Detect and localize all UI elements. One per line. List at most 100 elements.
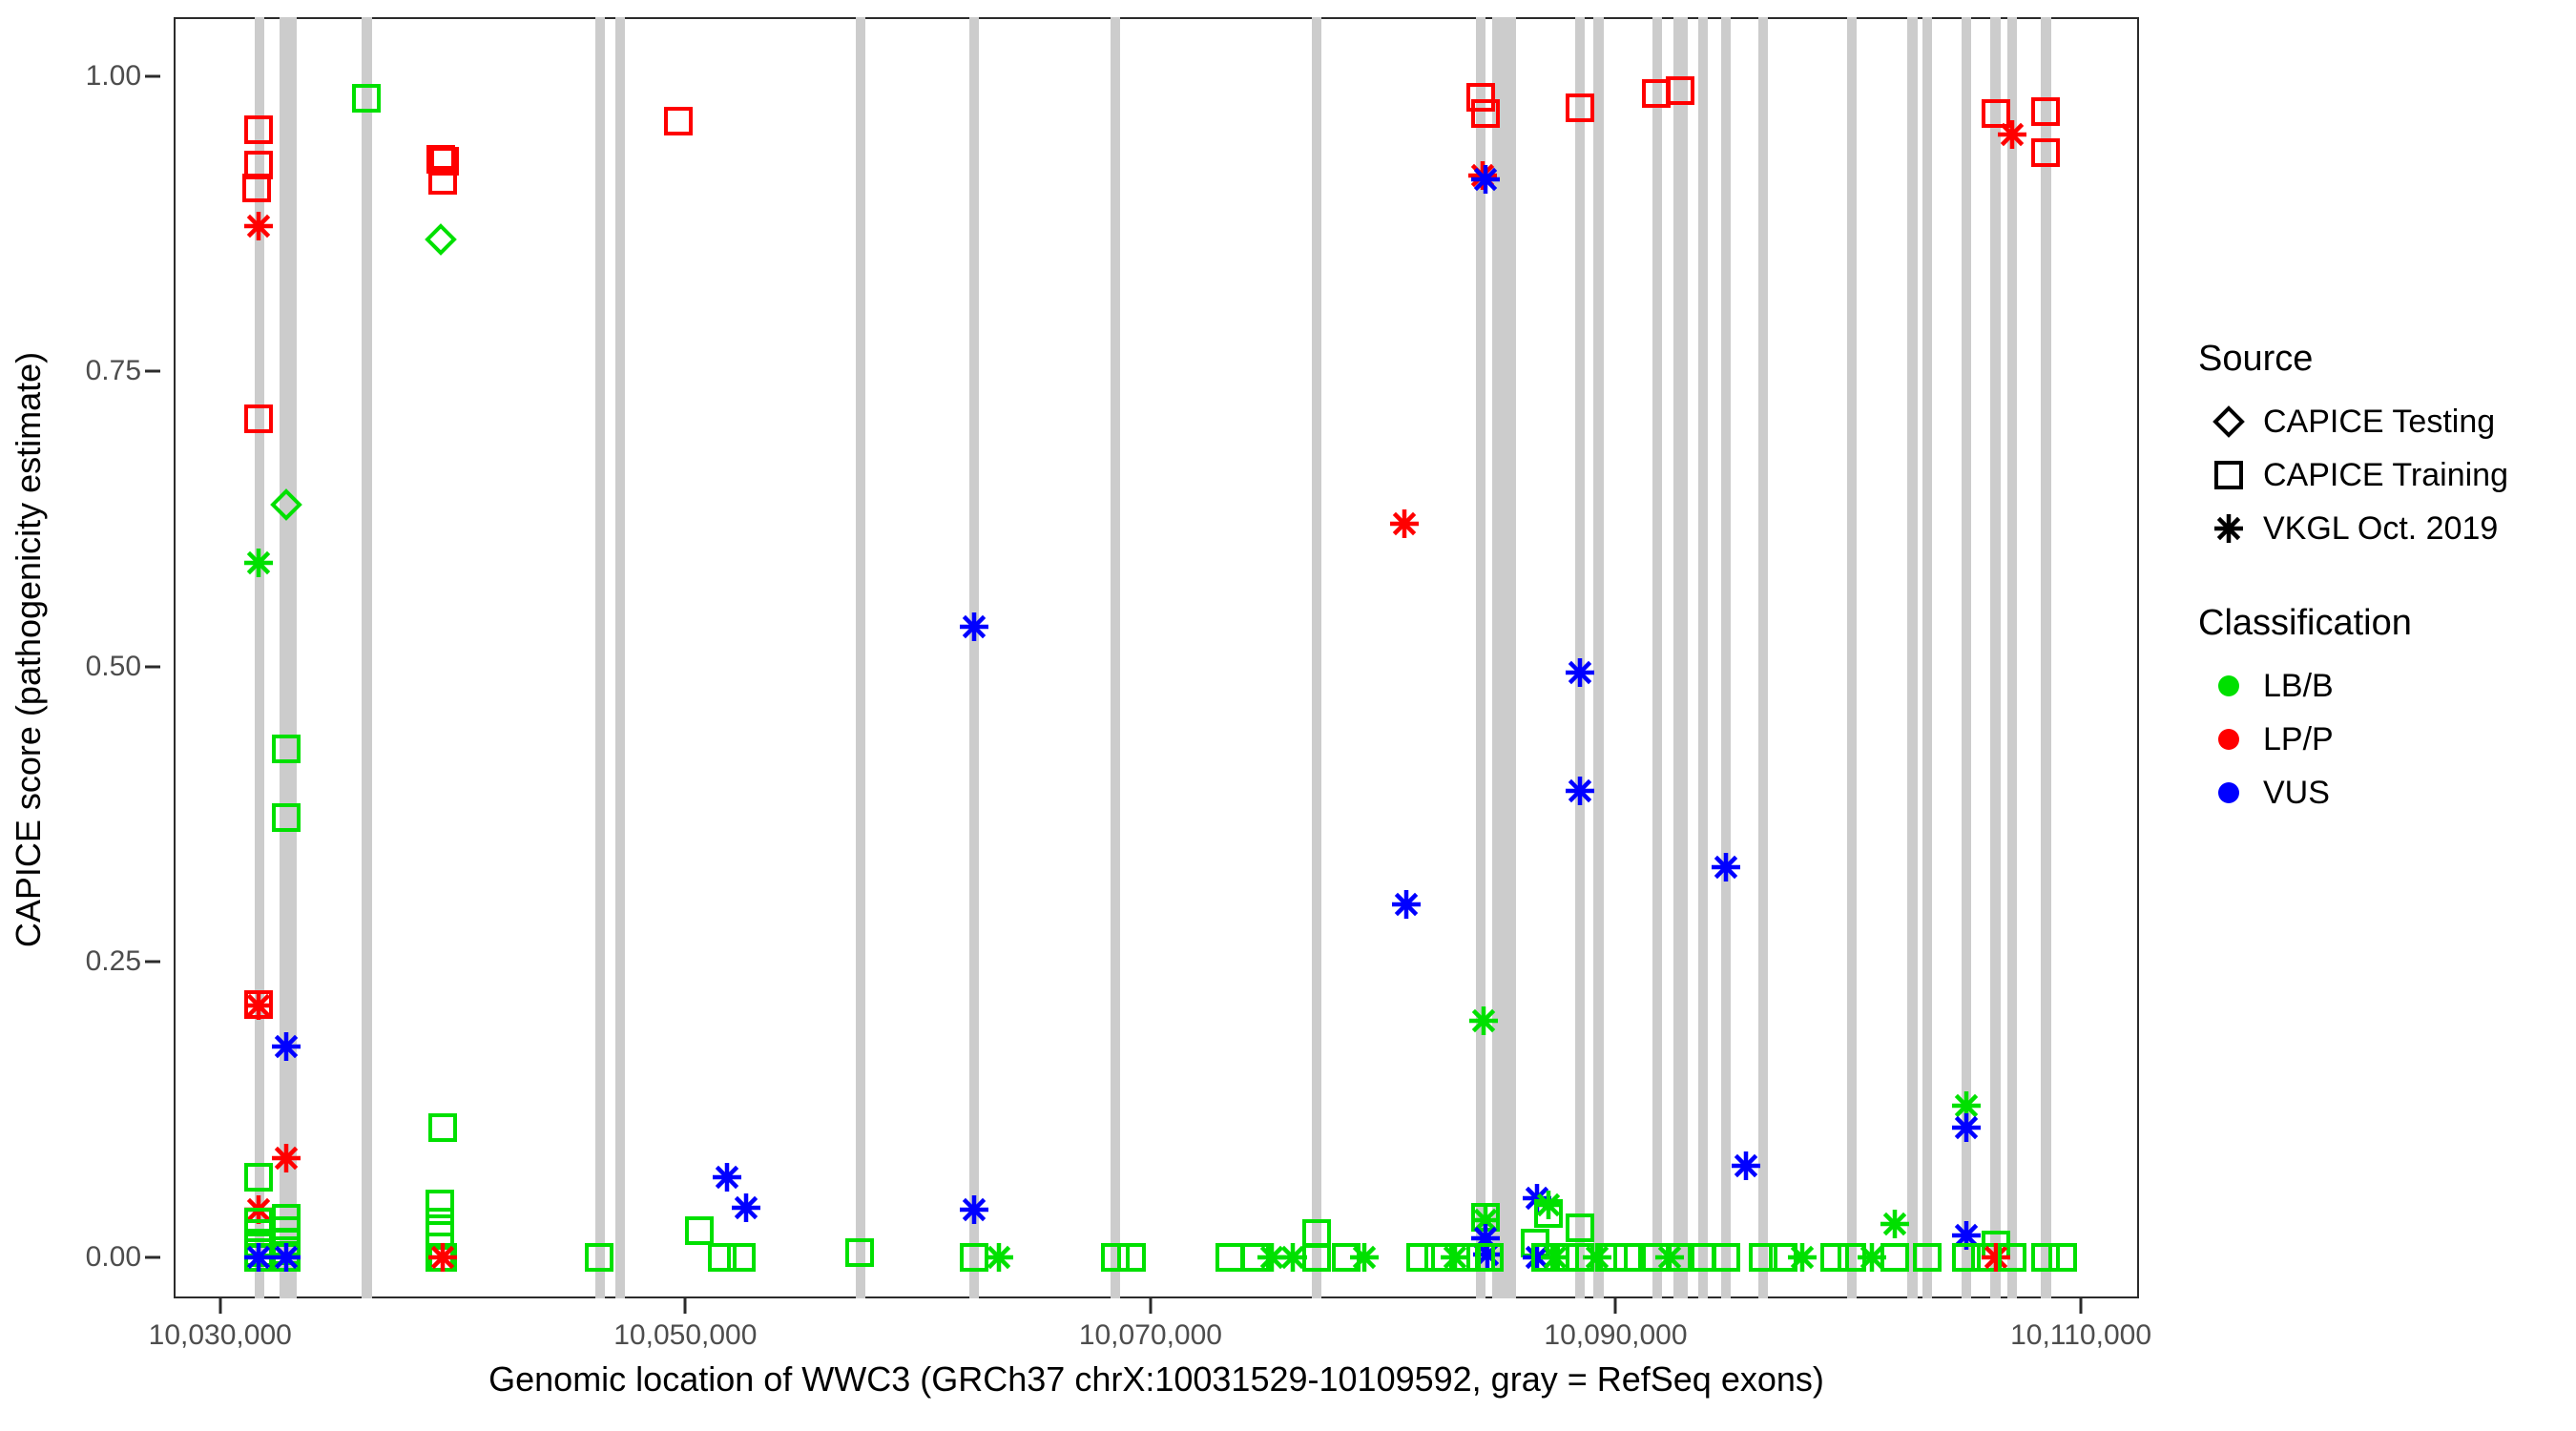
y-tick-label: 0.50 <box>85 650 141 682</box>
data-point <box>1980 97 2012 130</box>
data-point <box>428 145 461 177</box>
legend-label: VKGL Oct. 2019 <box>2263 509 2499 547</box>
exon-band <box>2007 17 2018 1298</box>
y-tick-label: 0.00 <box>85 1240 141 1273</box>
data-point <box>1786 1241 1818 1274</box>
exon-band <box>1593 17 1604 1298</box>
exon-band <box>1720 17 1731 1298</box>
legend-item-capice-training[interactable]: CAPICE Training <box>2194 448 2557 502</box>
x-axis-title: Genomic location of WWC3 (GRCh37 chrX:10… <box>488 1359 1824 1399</box>
exon-band <box>1846 17 1857 1298</box>
data-point <box>1564 1212 1596 1244</box>
x-tick-label: 10,110,000 <box>2010 1319 2152 1351</box>
y-tick-label: 1.00 <box>85 59 141 92</box>
data-point <box>270 488 303 522</box>
asterisk-icon <box>2194 512 2263 545</box>
dot-icon <box>2194 672 2263 700</box>
exon-band <box>1475 17 1486 1298</box>
legend-item-vus[interactable]: VUS <box>2194 766 2557 819</box>
legend-label: CAPICE Training <box>2263 456 2508 493</box>
data-point <box>1532 1197 1565 1230</box>
data-point <box>350 82 383 114</box>
data-point <box>426 1241 459 1274</box>
data-point <box>843 1236 876 1269</box>
plot-area <box>174 17 2139 1298</box>
data-point <box>730 1192 762 1224</box>
plot-panel-border <box>174 17 2139 1298</box>
exon-band <box>1961 17 1971 1298</box>
legend-classification-rows: LB/B LP/P VUS <box>2194 659 2557 819</box>
data-point <box>1950 1241 1983 1274</box>
exon-band <box>1491 17 1516 1298</box>
y-tick-label: 0.75 <box>85 355 141 387</box>
legend-item-lp-p[interactable]: LP/P <box>2194 713 2557 766</box>
data-point <box>1564 775 1596 807</box>
data-point <box>242 1161 275 1193</box>
data-point <box>426 1111 459 1144</box>
legend-label: CAPICE Testing <box>2263 403 2496 440</box>
data-point <box>662 105 695 137</box>
data-point <box>1300 1241 1333 1274</box>
legend-item-lb-b[interactable]: LB/B <box>2194 659 2557 713</box>
data-point <box>2046 1241 2079 1274</box>
y-tick-mark <box>145 1255 160 1259</box>
exon-band <box>1672 17 1689 1298</box>
data-point <box>1747 1241 1779 1274</box>
data-point <box>426 164 459 197</box>
x-tick-mark <box>1149 1298 1153 1314</box>
data-point <box>1879 1208 1911 1240</box>
exon-band <box>254 17 265 1298</box>
data-point <box>1388 508 1421 540</box>
exon-band <box>280 17 297 1298</box>
x-tick-mark <box>1613 1298 1617 1314</box>
legend-item-vkgl-oct-2019[interactable]: VKGL Oct. 2019 <box>2194 502 2557 555</box>
x-axis: 10,030,000 10,050,000 10,070,000 10,090,000… <box>149 1298 2151 1384</box>
exon-band <box>595 17 606 1298</box>
legend-item-capice-testing[interactable]: CAPICE Testing <box>2194 395 2557 448</box>
exon-band <box>614 17 626 1298</box>
data-point <box>2029 136 2062 169</box>
exon-band <box>1922 17 1933 1298</box>
dot-icon <box>2194 725 2263 754</box>
y-tick-mark <box>145 74 160 78</box>
data-point <box>1277 1241 1309 1274</box>
legend-group-classification: Classification LB/B LP/P VUS <box>2194 603 2557 819</box>
x-tick-label: 10,050,000 <box>613 1319 758 1351</box>
data-point <box>1548 1241 1581 1274</box>
data-point <box>1099 1241 1132 1274</box>
exon-band <box>1311 17 1321 1298</box>
data-point <box>711 1161 743 1193</box>
legend-source-rows: CAPICE Testing CAPICE Training VKGL Oct. … <box>2194 395 2557 555</box>
data-point <box>270 733 302 765</box>
data-point <box>242 403 275 435</box>
legend-title-source: Source <box>2198 339 2314 379</box>
data-point <box>270 1142 302 1174</box>
data-point <box>958 611 990 643</box>
y-tick-mark <box>145 665 160 669</box>
x-tick-label: 10,070,000 <box>1078 1319 1222 1351</box>
exon-band <box>1990 17 2001 1298</box>
data-point <box>1879 1241 1911 1274</box>
data-point <box>1404 1241 1437 1274</box>
legend-label: LB/B <box>2263 667 2334 704</box>
y-axis: 0.00 0.25 0.50 0.75 1.00 <box>0 0 174 1317</box>
exon-band <box>968 17 979 1298</box>
exon-band <box>362 17 372 1298</box>
dot-icon <box>2194 778 2263 807</box>
x-tick-mark <box>683 1298 687 1314</box>
data-point <box>1710 851 1742 883</box>
data-point <box>958 1193 990 1226</box>
data-point <box>1532 1189 1565 1221</box>
data-point <box>1664 1241 1696 1274</box>
diamond-icon <box>2194 405 2263 438</box>
exon-band <box>1652 17 1662 1298</box>
data-point <box>1465 81 1497 114</box>
plot-panel-wrapper <box>174 17 2139 1298</box>
legend-group-source: Source CAPICE Testing CAPICE Training VKG… <box>2194 339 2557 555</box>
legend-title-classification: Classification <box>2198 603 2412 643</box>
x-tick-mark <box>2079 1298 2083 1314</box>
data-point <box>1348 1241 1381 1274</box>
data-point <box>424 1219 456 1252</box>
square-icon <box>2194 459 2263 491</box>
data-point <box>1539 1241 1571 1274</box>
